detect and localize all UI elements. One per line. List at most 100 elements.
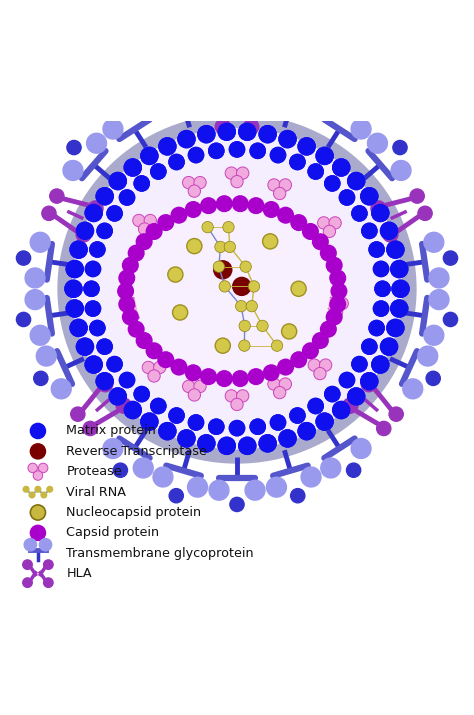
Circle shape [339,189,356,206]
Circle shape [347,172,365,190]
Circle shape [118,296,136,312]
Circle shape [233,277,251,295]
Circle shape [314,368,326,380]
Circle shape [324,175,341,192]
Circle shape [117,282,134,300]
Circle shape [182,177,195,189]
Circle shape [339,372,356,388]
Circle shape [315,147,334,165]
Circle shape [393,140,407,154]
Circle shape [332,401,350,419]
Circle shape [150,163,167,180]
Circle shape [229,141,246,158]
Circle shape [197,125,216,144]
Circle shape [124,158,142,177]
Circle shape [35,486,41,492]
Circle shape [249,418,266,435]
Circle shape [368,241,385,258]
Circle shape [330,282,347,300]
Circle shape [307,398,324,414]
Circle shape [197,125,216,144]
Circle shape [109,388,127,405]
Circle shape [258,125,277,144]
Circle shape [118,189,135,206]
Circle shape [245,480,265,500]
Circle shape [65,300,84,317]
Circle shape [188,81,208,100]
Circle shape [371,204,390,222]
Circle shape [76,337,94,356]
Circle shape [361,222,378,240]
Circle shape [390,300,409,317]
Circle shape [44,578,53,588]
Circle shape [71,407,85,421]
Circle shape [154,361,166,374]
Circle shape [213,261,225,272]
Circle shape [69,319,88,337]
Circle shape [380,222,398,240]
Circle shape [232,370,249,387]
Circle shape [95,372,114,390]
Circle shape [302,342,319,360]
Circle shape [168,154,185,170]
Circle shape [247,197,264,214]
Circle shape [389,407,403,421]
Circle shape [153,467,173,487]
Circle shape [278,130,297,148]
Circle shape [84,355,103,374]
Circle shape [69,240,88,259]
Circle shape [218,437,236,455]
Circle shape [113,100,128,114]
Circle shape [140,147,159,165]
Circle shape [140,413,159,431]
Circle shape [360,187,379,205]
Circle shape [137,297,149,310]
Circle shape [126,297,138,310]
Circle shape [239,320,250,332]
Circle shape [87,133,107,153]
Circle shape [346,100,361,114]
Circle shape [98,377,113,392]
Circle shape [171,207,188,224]
Circle shape [168,154,185,170]
Circle shape [140,413,159,431]
Circle shape [25,268,45,288]
Circle shape [215,241,226,252]
Circle shape [346,463,361,478]
Circle shape [42,206,56,220]
Circle shape [270,147,286,163]
Circle shape [133,386,150,403]
Text: Reverse Transcriptase: Reverse Transcriptase [66,445,207,458]
Circle shape [426,371,440,385]
Circle shape [150,163,167,180]
Circle shape [169,75,183,89]
Circle shape [96,222,113,240]
Circle shape [249,418,266,435]
Circle shape [24,538,36,551]
Circle shape [133,175,150,192]
Circle shape [429,268,449,288]
Circle shape [133,214,145,227]
Circle shape [17,251,31,265]
Circle shape [320,320,337,337]
Circle shape [109,388,127,405]
Circle shape [307,163,324,180]
Circle shape [188,185,201,197]
Ellipse shape [58,114,416,463]
Circle shape [133,175,150,192]
Circle shape [351,356,368,373]
Circle shape [185,364,202,381]
Circle shape [128,245,145,262]
Circle shape [315,413,334,431]
Circle shape [410,189,424,203]
Circle shape [312,332,329,349]
Circle shape [263,201,280,218]
Circle shape [208,142,225,159]
Circle shape [270,147,286,163]
Circle shape [219,281,230,292]
Circle shape [332,158,350,177]
Circle shape [266,81,286,100]
Circle shape [200,368,217,385]
Circle shape [324,175,341,192]
Circle shape [361,338,378,355]
